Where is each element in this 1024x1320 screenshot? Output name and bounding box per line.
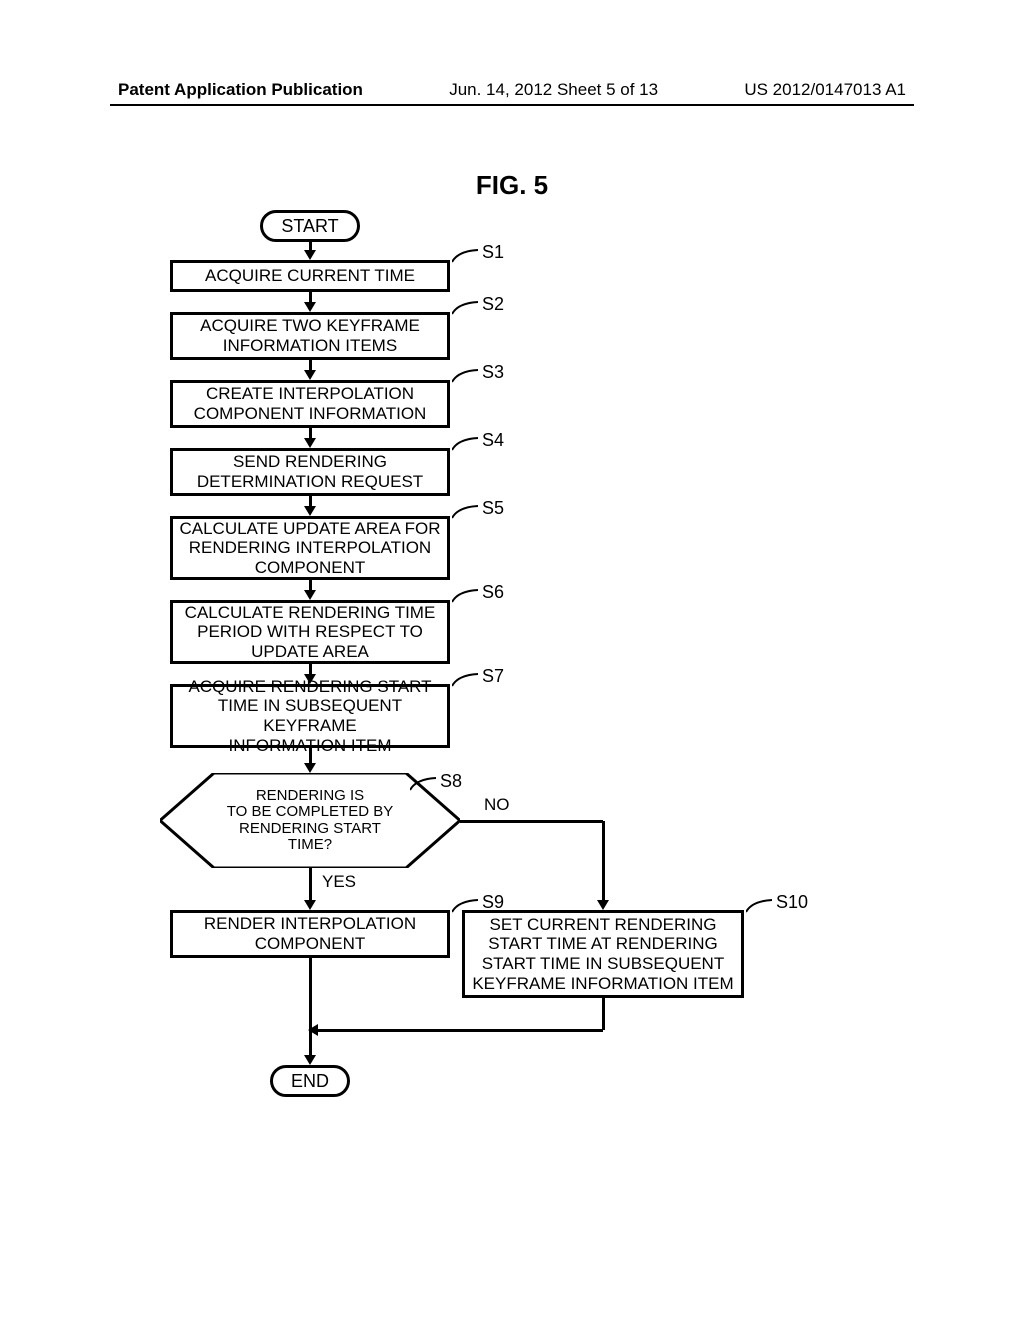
connector	[309, 360, 312, 370]
label-s4: S4	[482, 430, 504, 451]
arrowhead-down-icon	[304, 438, 316, 448]
label-s5: S5	[482, 498, 504, 519]
label-s9: S9	[482, 892, 504, 913]
lead-line	[452, 369, 478, 383]
label-s2: S2	[482, 294, 504, 315]
arrowhead-down-icon	[304, 590, 316, 600]
header-left: Patent Application Publication	[118, 80, 363, 100]
connector	[460, 820, 603, 823]
label-yes: YES	[322, 872, 356, 892]
lead-line	[452, 899, 478, 913]
header-mid: Jun. 14, 2012 Sheet 5 of 13	[449, 80, 658, 100]
connector	[309, 292, 312, 302]
connector	[309, 242, 312, 250]
label-s10: S10	[776, 892, 808, 913]
process-s5: CALCULATE UPDATE AREA FORRENDERING INTER…	[170, 516, 450, 580]
process-s1: ACQUIRE CURRENT TIME	[170, 260, 450, 292]
process-s10: SET CURRENT RENDERINGSTART TIME AT RENDE…	[462, 910, 744, 998]
connector	[309, 868, 312, 900]
start-terminal: START	[260, 210, 360, 242]
label-s6: S6	[482, 582, 504, 603]
arrowhead-down-icon	[304, 302, 316, 312]
arrowhead-down-icon	[304, 900, 316, 910]
process-s2: ACQUIRE TWO KEYFRAMEINFORMATION ITEMS	[170, 312, 450, 360]
connector	[309, 958, 312, 1030]
process-s9: RENDER INTERPOLATIONCOMPONENT	[170, 910, 450, 958]
flowchart-canvas: START ACQUIRE CURRENT TIME ACQUIRE TWO KEY…	[120, 210, 904, 1270]
arrowhead-down-icon	[304, 1055, 316, 1065]
lead-line	[452, 673, 478, 687]
arrowhead-left-icon	[308, 1024, 318, 1036]
page-header: Patent Application Publication Jun. 14, …	[0, 80, 1024, 100]
label-s7: S7	[482, 666, 504, 687]
connector	[602, 821, 605, 901]
label-s3: S3	[482, 362, 504, 383]
lead-line	[452, 589, 478, 603]
lead-line	[746, 899, 772, 913]
arrowhead-down-icon	[304, 674, 316, 684]
connector	[309, 428, 312, 438]
arrowhead-down-icon	[304, 506, 316, 516]
end-terminal: END	[270, 1065, 350, 1097]
figure-title: FIG. 5	[0, 170, 1024, 201]
connector	[602, 998, 605, 1030]
header-right: US 2012/0147013 A1	[744, 80, 906, 100]
connector	[309, 496, 312, 506]
connector	[309, 664, 312, 674]
arrowhead-down-icon	[304, 250, 316, 260]
lead-line	[452, 437, 478, 451]
arrowhead-down-icon	[304, 763, 316, 773]
process-s4: SEND RENDERINGDETERMINATION REQUEST	[170, 448, 450, 496]
label-s1: S1	[482, 242, 504, 263]
lead-line	[452, 505, 478, 519]
arrowhead-down-icon	[597, 900, 609, 910]
label-s8: S8	[440, 771, 462, 792]
lead-line	[452, 249, 478, 263]
connector	[309, 748, 312, 763]
arrowhead-down-icon	[304, 370, 316, 380]
process-s3: CREATE INTERPOLATIONCOMPONENT INFORMATIO…	[170, 380, 450, 428]
label-no: NO	[484, 795, 510, 815]
process-s7: ACQUIRE RENDERING STARTTIME IN SUBSEQUEN…	[170, 684, 450, 748]
lead-line	[452, 301, 478, 315]
connector	[318, 1029, 603, 1032]
connector	[309, 580, 312, 590]
process-s6: CALCULATE RENDERING TIMEPERIOD WITH RESP…	[170, 600, 450, 664]
header-rule	[110, 104, 914, 106]
lead-line	[410, 777, 436, 791]
